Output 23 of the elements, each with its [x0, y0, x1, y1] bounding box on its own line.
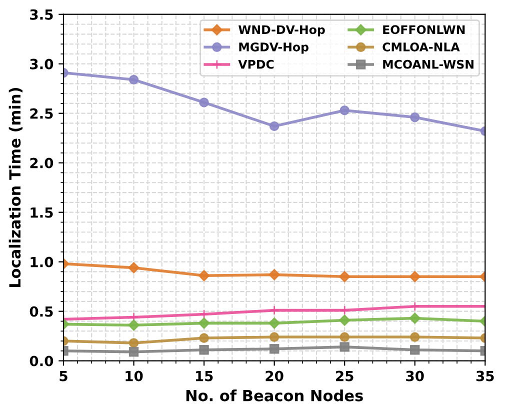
x-tick-label: 15: [196, 370, 213, 382]
legend-label: VPDC: [238, 60, 274, 69]
x-tick-label: 20: [266, 370, 284, 382]
x-tick-label: 25: [336, 370, 354, 382]
legend-label: EOFFONLWN: [383, 25, 465, 34]
x-tick-label: 30: [406, 370, 424, 382]
x-axis-title: No. of Beacon Nodes: [186, 390, 363, 402]
y-tick-label: 3.5: [30, 9, 53, 20]
y-tick-label: 1.0: [30, 256, 54, 268]
x-tick-label: 10: [126, 370, 143, 382]
y-tick-label: 0.0: [30, 356, 54, 366]
legend-label: MCOANL-WSN: [383, 60, 474, 69]
y-tick-label: 2.0: [30, 158, 54, 168]
y-tick-label: 0.5: [30, 306, 53, 317]
y-tick-label: 2.5: [30, 108, 53, 119]
legend-label: WND-DV-Hop: [238, 25, 325, 36]
legend-label: MGDV-Hop: [239, 42, 308, 54]
y-axis-title: Localization Time (min): [8, 88, 22, 288]
x-tick-label: 5: [60, 370, 68, 382]
y-tick-label: 3.0: [30, 58, 54, 70]
legend-label: CMLOA-NLA: [382, 42, 460, 52]
x-tick-label: 35: [476, 370, 494, 382]
y-tick-label: 1.5: [30, 207, 53, 218]
